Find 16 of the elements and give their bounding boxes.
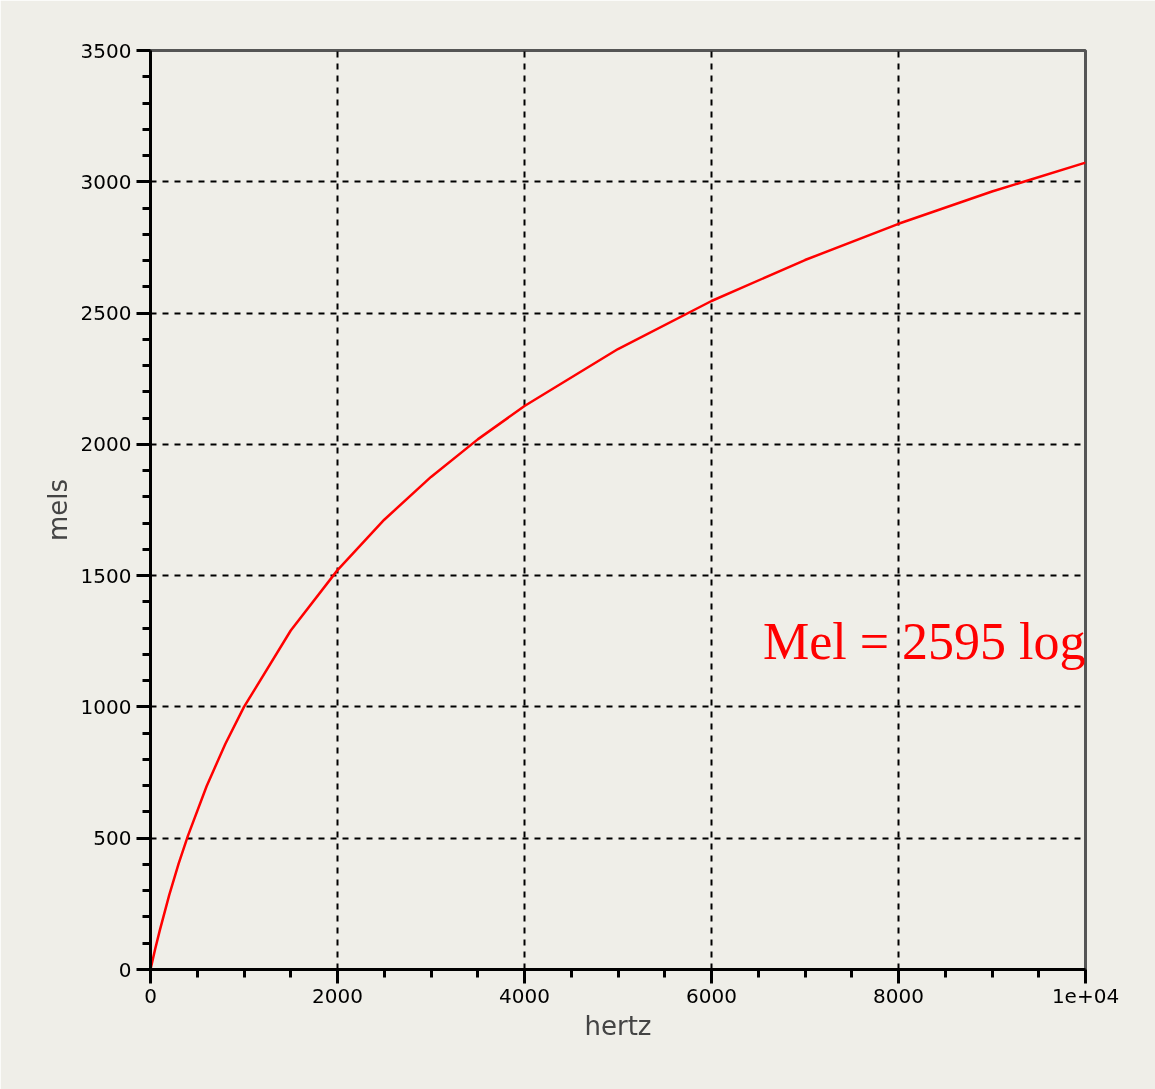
- y-tick-label: 1500: [80, 563, 132, 588]
- x-tick-label: 1e+04: [1051, 983, 1120, 1008]
- x-tick-label: 8000: [873, 983, 924, 1008]
- x-tick-label: 6000: [686, 983, 737, 1008]
- y-tick-label: 2500: [80, 301, 132, 326]
- y-tick-label: 3000: [80, 169, 132, 194]
- y-tick-label: 500: [93, 826, 132, 851]
- y-tick-label: 3500: [80, 38, 132, 63]
- y-axis-title: mels: [42, 478, 73, 542]
- y-tick-label: 0: [118, 957, 132, 982]
- x-tick-label: 4000: [499, 983, 550, 1008]
- x-tick-label: 2000: [312, 983, 363, 1008]
- y-tick-label: 2000: [80, 432, 132, 457]
- x-tick-label: 0: [144, 983, 157, 1008]
- y-tick-label: 1000: [80, 694, 132, 719]
- x-axis-title: hertz: [584, 1010, 652, 1041]
